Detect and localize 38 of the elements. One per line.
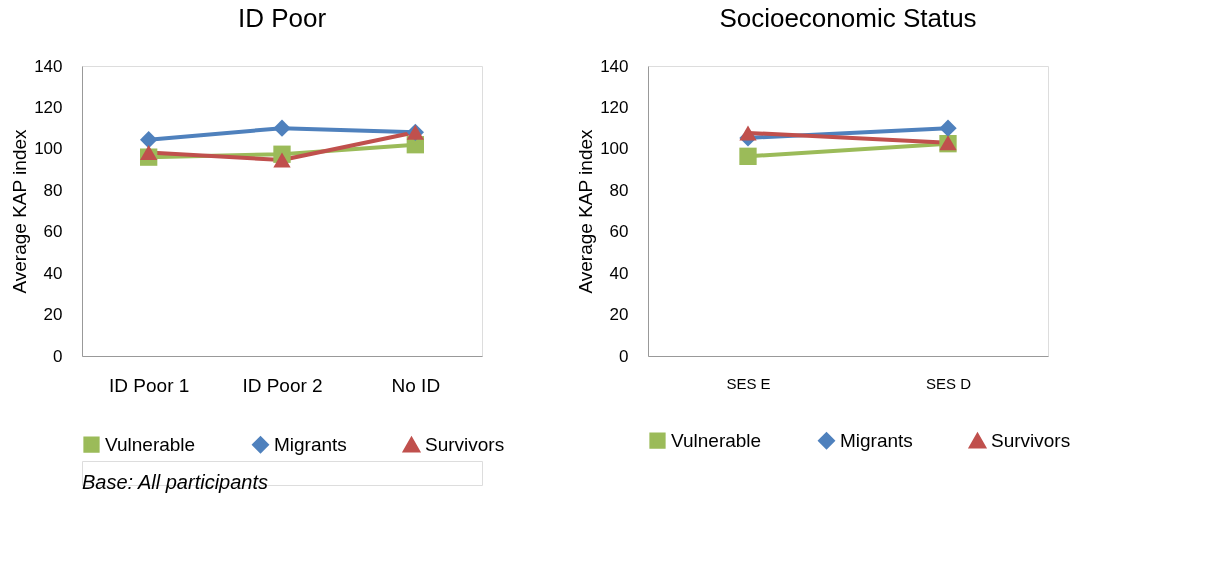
y-tick-label: 0 [619,346,629,366]
text: Base: All participants [82,471,269,493]
y-tick-label: 40 [609,263,629,283]
point [939,119,957,137]
y-tick-label: 120 [34,97,63,117]
y-tick-label: 20 [43,305,63,325]
y-axis-title: Average KAP index [575,128,597,294]
x-tick-label: SES E [726,374,771,392]
y-tick-label: 100 [34,139,63,159]
point [140,131,158,149]
y-tick-label: 80 [609,180,629,200]
point [739,147,757,165]
y-axis-title: Average KAP index [9,128,31,294]
legend-label: Vulnerable [671,429,762,451]
chart-title: Socioeconomic Status [719,3,977,33]
x-tick-label: ID Poor 2 [242,374,323,396]
x-tick-label: ID Poor 1 [109,374,190,396]
x-tick-label: No ID [391,374,441,396]
y-tick-label: 20 [609,305,629,325]
point [140,144,158,160]
y-tick-label: 140 [34,56,63,76]
y-tick-label: 60 [609,222,629,242]
legend-label: Migrants [840,429,913,451]
y-tick-label: 140 [600,56,629,76]
legend-label: Survivors [991,430,1071,452]
y-tick-label: 0 [53,346,63,366]
legend-label: Survivors [425,434,505,456]
x-tick-label: SES D [925,374,972,392]
point [273,152,291,168]
legend-label: Migrants [274,433,347,455]
point [273,119,291,137]
y-tick-label: 40 [43,263,63,283]
y-tick-label: 60 [43,222,63,242]
y-tick-label: 100 [600,139,629,159]
y-tick-label: 120 [600,97,629,117]
y-tick-label: 80 [43,180,63,200]
legend-label: Vulnerable [105,433,196,455]
chart-title: ID Poor [237,3,327,33]
